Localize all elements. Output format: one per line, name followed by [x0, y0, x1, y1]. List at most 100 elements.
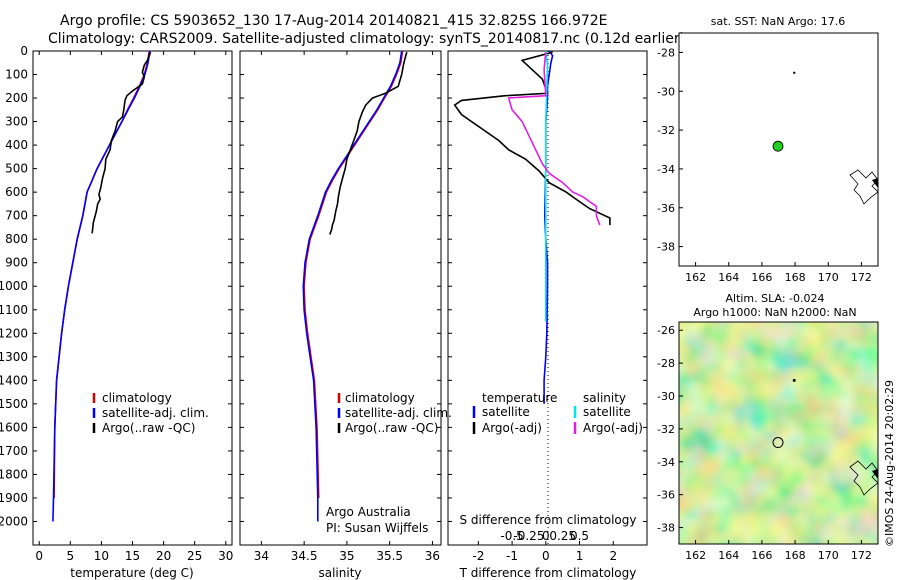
map-y-tick-label: -28: [657, 357, 675, 370]
x-tick-label: 0: [35, 549, 43, 563]
map-x-tick-label: 170: [818, 271, 839, 284]
depth-tick-label: 1800: [0, 467, 28, 481]
depth-tick-label: 600: [5, 185, 28, 199]
header-line1: Argo profile: CS 5903652_130 17-Aug-2014…: [60, 13, 608, 29]
sla-coast-fill: [872, 469, 878, 479]
map-y-tick-label: -30: [657, 390, 675, 403]
depth-tick-label: 0: [20, 44, 28, 58]
temperature-xlabel: temperature (deg C): [70, 566, 193, 580]
map-x-tick-label: 164: [718, 271, 739, 284]
x-tick-label: 15: [125, 549, 140, 563]
salinity-xlabel: salinity: [318, 566, 361, 580]
temperature-legend: climatology satellite-adj. clim. Argo(..…: [92, 391, 209, 435]
s-tick-label: 0.5: [570, 529, 589, 543]
x-tick-label: 34: [254, 549, 269, 563]
map-y-tick-label: -32: [657, 124, 675, 137]
difference-series: [453, 50, 611, 404]
salinity-series: [302, 50, 408, 522]
sla-map-frame: [678, 321, 879, 545]
x-tick-label: 1: [576, 549, 584, 563]
legend-sat-clim-label: satellite-adj. clim.: [102, 406, 209, 420]
series-argo-raw-qc-: [329, 51, 408, 235]
salinity-panel: 34 34.5 35 35.5 36 salinity climatology sate…: [239, 50, 452, 580]
sla-map-axes: 162 164 166 168 170 172 -26 -28 -30 -32 -34 -36 -38: [657, 324, 872, 562]
map-x-tick-label: 166: [751, 271, 772, 284]
sla-coastline: [849, 460, 879, 496]
salinity-legend: climatology satellite-adj. clim. Argo(..…: [337, 391, 452, 435]
salinity-x-axis: 34 34.5 35 35.5 36: [254, 51, 440, 563]
difference-legend: temperature salinity satellite Argo(-adj…: [472, 391, 643, 435]
header-line2: Climatology: CARS2009. Satellite-adjuste…: [48, 31, 685, 47]
depth-axis: 0 100 200 300 400 500 600 700 800 900 1000 1100 1200…: [0, 44, 647, 528]
series-temperature-satellite: [543, 50, 554, 404]
legend-climatology-label: climatology: [102, 391, 172, 405]
float-marker: [772, 437, 784, 449]
depth-tick-label: 400: [5, 138, 28, 152]
map-y-tick-label: -32: [657, 423, 675, 436]
depth-tick-label: 800: [5, 232, 28, 246]
difference-xlabel: T difference from climatology: [459, 566, 637, 580]
depth-tick-label: 700: [5, 209, 28, 223]
depth-tick-label: 300: [5, 115, 28, 129]
x-tick-label: 10: [94, 549, 109, 563]
depth-tick-label: 1000: [0, 279, 28, 293]
sst-map-title: sat. SST: NaN Argo: 17.6: [711, 15, 845, 28]
depth-tick-label: 1900: [0, 491, 28, 505]
s-tick-label: -0.5: [500, 529, 523, 543]
temperature-x-axis: 0 5 10 15 20 25 30: [35, 51, 233, 563]
depth-tick-label: 1700: [0, 444, 28, 458]
x-tick-label: -2: [472, 549, 484, 563]
map-y-tick-label: -36: [657, 202, 675, 215]
legend-t-sat-label: satellite: [482, 405, 530, 419]
depth-tick-label: 500: [5, 162, 28, 176]
depth-tick-label: 1600: [0, 420, 28, 434]
difference-xlabel2: S difference from climatology: [460, 513, 637, 527]
map-x-tick-label: 170: [818, 549, 839, 562]
depth-tick-label: 1200: [0, 326, 28, 340]
s-tick-label: 0: [542, 529, 550, 543]
depth-tick-label: 100: [5, 68, 28, 82]
x-tick-label: 35: [339, 549, 354, 563]
legend-argo-label: Argo(..raw -QC): [102, 421, 195, 435]
map-x-tick-label: 162: [685, 271, 706, 284]
sla-map-subtitle: Argo h1000: NaN h2000: NaN: [693, 306, 856, 319]
sla-heatmap: [679, 322, 878, 544]
sst-map-panel: sat. SST: NaN Argo: 17.6 162 164 166 168 170…: [657, 15, 879, 284]
legend-s-argo-label: Argo(-adj): [583, 421, 643, 435]
sst-map-axes: 162 164 166 168 170 172 -28 -30 -32 -34 -36 -38: [657, 46, 872, 284]
x-tick-label: 25: [187, 549, 202, 563]
map-y-tick-label: -38: [657, 241, 675, 254]
legend-sat-clim-label: satellite-adj. clim.: [345, 406, 452, 420]
map-y-tick-label: -34: [657, 456, 675, 469]
map-x-tick-label: 172: [851, 271, 872, 284]
series-satellite-adj-clim-: [52, 50, 151, 522]
map-x-tick-label: 164: [718, 549, 739, 562]
depth-tick-label: 200: [5, 91, 28, 105]
difference-panel: -2 -1 0 1 2-0.5-0.250 0.250.5 T difference fr…: [447, 50, 648, 580]
map-y-tick-label: -34: [657, 163, 675, 176]
depth-tick-label: 1100: [0, 303, 28, 317]
series-salinity-argo-adj-: [507, 52, 601, 226]
legend-temperature-header: temperature: [482, 391, 557, 405]
temperature-series: [52, 50, 152, 522]
series-salinity-satellite: [544, 50, 549, 322]
series-argo-raw-qc-: [91, 51, 152, 234]
x-tick-label: 0: [542, 549, 550, 563]
legend-t-argo-label: Argo(-adj): [482, 421, 542, 435]
map-x-tick-label: 162: [685, 549, 706, 562]
x-tick-label: 2: [609, 549, 617, 563]
legend-argo-label: Argo(..raw -QC): [345, 421, 438, 435]
s-tick-label: -0.25: [513, 529, 544, 543]
sla-map-panel: Altim. SLA: -0.024 Argo h1000: NaN h2000…: [657, 292, 896, 562]
x-tick-label: -1: [506, 549, 518, 563]
float-marker: [772, 140, 784, 152]
temperature-frame: [32, 50, 233, 546]
temperature-panel: 0100200300400500600700800900100011001200…: [0, 44, 647, 580]
legend-s-sat-label: satellite: [583, 405, 631, 419]
island-marker: [793, 71, 796, 75]
pi-note: PI: Susan Wijffels: [326, 521, 428, 535]
x-tick-label: 36: [425, 549, 440, 563]
sst-coast-fill: [872, 178, 878, 188]
legend-salinity-header: salinity: [583, 391, 626, 405]
